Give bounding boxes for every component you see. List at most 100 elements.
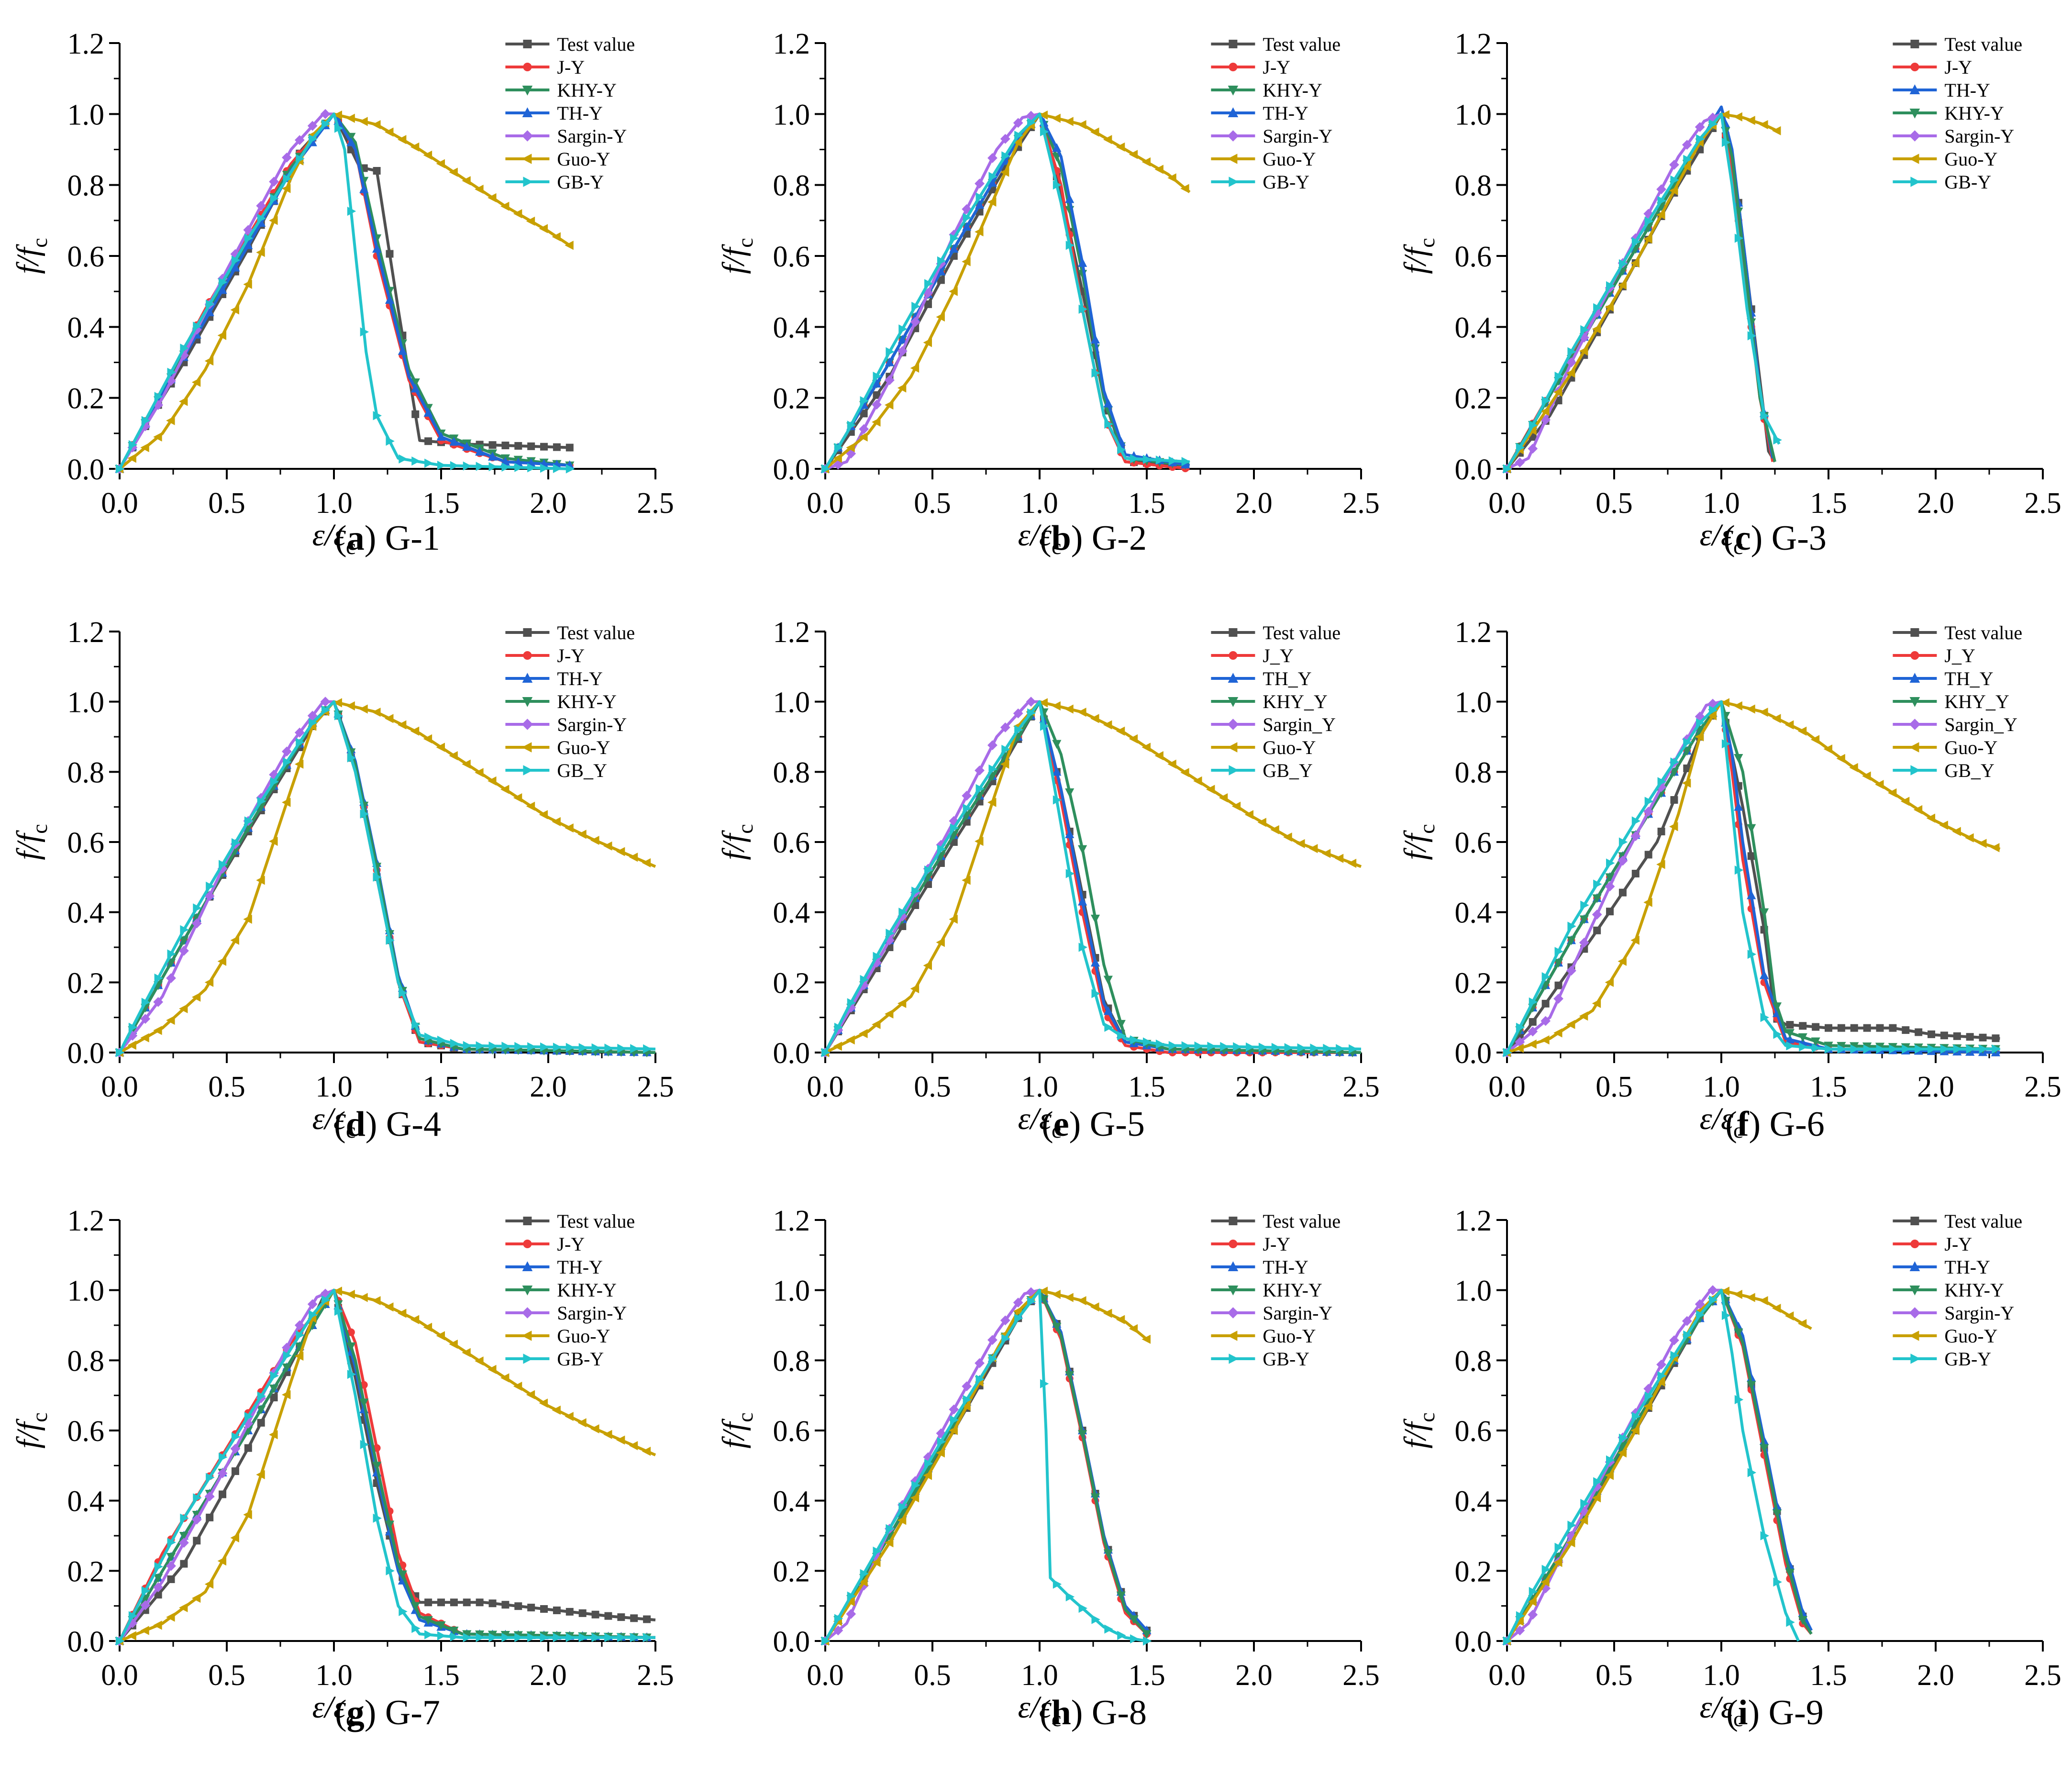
data-point: [577, 1418, 587, 1428]
data-point: [553, 1633, 562, 1642]
data-point: [1682, 140, 1692, 150]
data-point: [1001, 1334, 1010, 1343]
data-point: [987, 197, 997, 207]
data-point: [167, 367, 176, 377]
data-point: [885, 1538, 894, 1548]
data-point: [1516, 1022, 1525, 1032]
data-point: [372, 120, 381, 130]
data-point: [1078, 897, 1087, 906]
data-point: [140, 1033, 149, 1042]
chart-panel-a: 0.0 0.5 1.0 1.5 2.0 2.5 0.0 0.2 0.4 0.6 0.8 1.0 1.2 ε…: [11, 28, 674, 559]
legend-label: Sargin-Y: [1263, 125, 1332, 147]
data-point: [1349, 1044, 1358, 1053]
data-point: [1039, 1295, 1049, 1305]
data-point: [1052, 1289, 1061, 1299]
legend-label: J-Y: [1944, 56, 1972, 78]
data-point: [1347, 858, 1357, 868]
data-point: [1810, 735, 1820, 744]
data-point: [269, 1385, 279, 1394]
data-point: [1078, 304, 1087, 314]
data-point: [1605, 1471, 1614, 1480]
data-point: [950, 233, 959, 243]
data-point: [334, 711, 343, 721]
legend-marker: [522, 697, 533, 707]
data-point: [219, 277, 228, 287]
legend-marker: [1229, 651, 1238, 660]
data-point: [1682, 162, 1691, 171]
data-point: [1027, 708, 1036, 718]
data-point: [204, 1491, 215, 1502]
data-point: [617, 1043, 626, 1053]
data-point: [988, 764, 997, 774]
data-point: [128, 440, 138, 450]
series-gb-y: [1503, 112, 1782, 474]
y-tick-label: 0.6: [773, 827, 810, 859]
data-point: [1090, 334, 1100, 344]
data-point: [1053, 180, 1062, 190]
legend-item: J_Y: [1211, 645, 1294, 666]
legend-item: TH-Y: [1211, 1256, 1308, 1278]
x-tick-label: 1.5: [1128, 487, 1165, 520]
data-point: [1052, 1322, 1062, 1332]
data-point: [230, 1443, 241, 1454]
data-point: [1336, 1044, 1345, 1053]
data-point: [1566, 936, 1576, 945]
data-point: [217, 1556, 227, 1566]
chart-panel-e: 0.0 0.5 1.0 1.5 2.0 2.5 0.0 0.2 0.4 0.6 0.8 1.0 1.2 ε…: [716, 616, 1380, 1142]
data-point: [1644, 1391, 1654, 1401]
data-point: [1953, 1032, 1961, 1040]
data-point: [1605, 977, 1614, 987]
data-point: [1129, 1324, 1138, 1333]
data-point: [526, 801, 535, 811]
data-point: [270, 1371, 279, 1381]
data-point: [1630, 935, 1640, 945]
data-point: [359, 117, 368, 126]
data-point: [243, 1510, 252, 1519]
data-point: [153, 1026, 162, 1035]
data-point: [1154, 751, 1163, 761]
data-point: [603, 841, 612, 851]
data-point: [462, 1630, 472, 1639]
data-point: [410, 1315, 420, 1324]
data-point: [488, 462, 498, 472]
data-point: [527, 1633, 536, 1642]
data-point: [256, 1470, 265, 1479]
data-point: [1747, 1468, 1757, 1477]
legend-label: TH-Y: [1944, 1256, 1990, 1278]
data-point: [191, 377, 201, 387]
data-point: [153, 432, 162, 442]
data-point: [910, 317, 920, 327]
data-point: [1516, 1611, 1525, 1620]
data-point: [833, 454, 842, 463]
legend-label: Sargin-Y: [1944, 125, 2014, 147]
data-point: [1670, 796, 1678, 804]
data-point: [821, 464, 831, 474]
data-point: [1733, 1289, 1742, 1299]
series-gb-y: [821, 700, 1362, 1057]
data-point: [898, 1502, 908, 1512]
data-point: [1606, 1455, 1615, 1465]
data-point: [1915, 1028, 1923, 1036]
data-point: [911, 301, 920, 311]
data-point: [256, 876, 265, 885]
legend-marker: [521, 1307, 533, 1319]
series-line: [1506, 700, 2000, 1054]
data-point: [244, 233, 254, 243]
data-point: [1103, 976, 1113, 985]
data-point: [1593, 926, 1601, 934]
data-point: [360, 1440, 369, 1449]
data-point: [1529, 997, 1538, 1007]
data-point: [924, 279, 933, 288]
data-point: [1657, 828, 1665, 835]
data-point: [1837, 1024, 1845, 1032]
legend-marker: [1229, 1353, 1239, 1364]
legend-item: Guo-Y: [505, 1325, 610, 1347]
data-point: [1566, 1020, 1575, 1029]
series-test-value: [1503, 700, 2000, 1056]
data-point: [1283, 832, 1292, 842]
data-point: [1709, 119, 1718, 129]
data-point: [1631, 237, 1641, 246]
data-point: [1130, 1035, 1139, 1045]
y-tick-label: 0.2: [1455, 1555, 1492, 1588]
data-point: [1065, 1592, 1075, 1602]
